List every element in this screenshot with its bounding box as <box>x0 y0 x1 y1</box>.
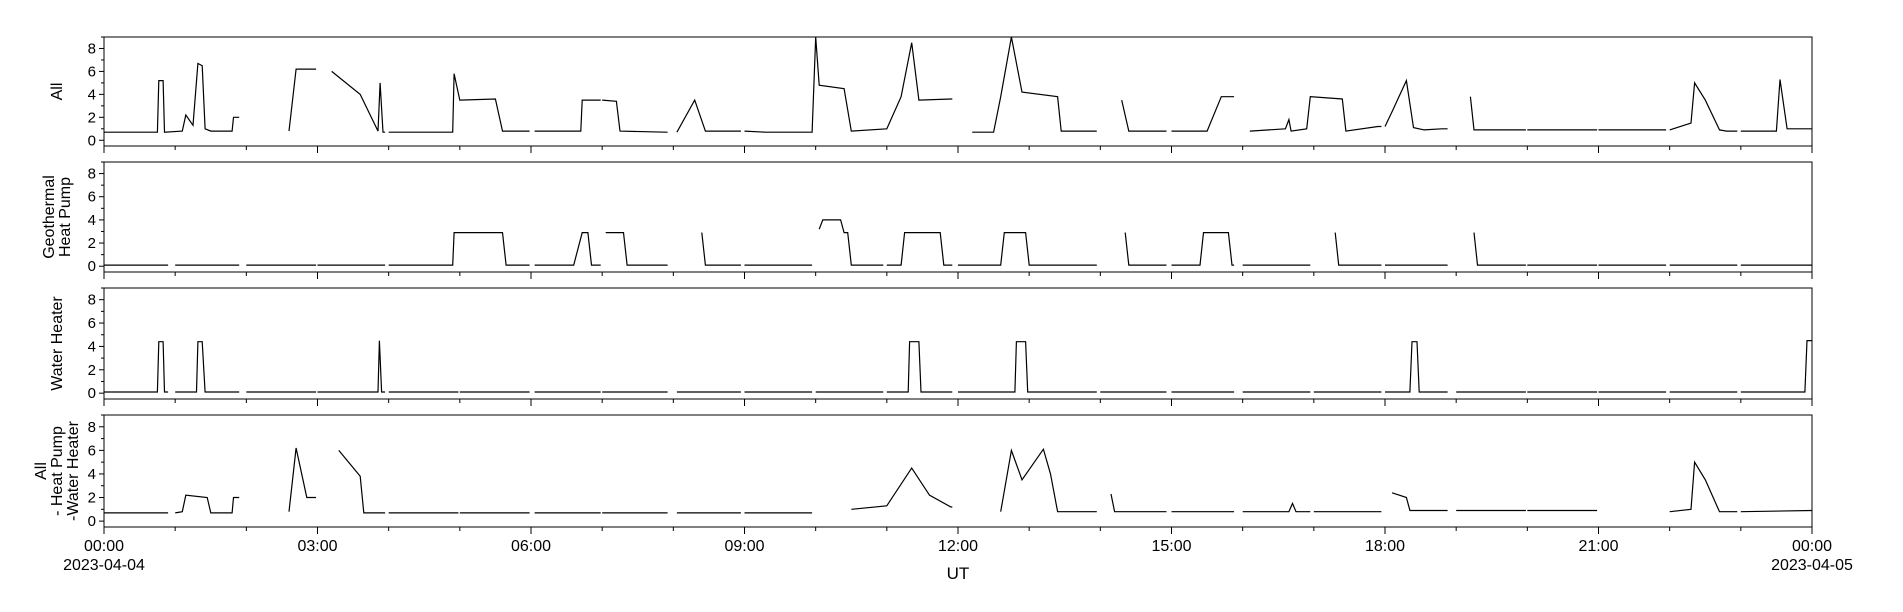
panel-2-series-line <box>104 219 1812 266</box>
x-tick-label: 09:00 <box>724 538 764 555</box>
x-axis-label: UT <box>947 564 970 583</box>
x-tick-label: 18:00 <box>1365 538 1405 555</box>
panel-2-y-tick-label: 0 <box>88 258 96 275</box>
x-tick-label: 12:00 <box>938 538 978 555</box>
panel-2-y-axis-label: Geothermal <box>41 175 58 259</box>
x-tick-label: 00:00 <box>1792 538 1832 555</box>
panel-2-y-tick-label: 8 <box>88 166 96 183</box>
panel-1-y-tick-label: 8 <box>88 40 96 57</box>
panel-3-y-tick-label: 8 <box>88 292 96 309</box>
x-tick-date-label: 2023-04-05 <box>1771 557 1853 574</box>
panel-2-y-tick-label: 4 <box>88 212 96 229</box>
panel-4-y-axis-label: -Water Heater <box>65 420 82 521</box>
panel-3-y-tick-label: 6 <box>88 315 96 332</box>
panel-3-y-tick-label: 2 <box>88 362 96 379</box>
panel-1-y-tick-label: 6 <box>88 63 96 80</box>
x-tick-date-label: 2023-04-04 <box>63 557 145 574</box>
panel-1-series-line <box>104 36 1812 133</box>
panel-3-y-tick-label: 0 <box>88 385 96 402</box>
panel-4-y-tick-label: 2 <box>88 490 96 507</box>
panel-1-y-tick-label: 2 <box>88 109 96 126</box>
panel-1-y-tick-label: 4 <box>88 86 96 103</box>
panel-3-y-axis-label: Water Heater <box>49 296 66 391</box>
x-tick-label: 21:00 <box>1578 538 1618 555</box>
panel-4-y-tick-label: 6 <box>88 442 96 459</box>
panel-3-series-line <box>104 340 1812 393</box>
x-tick-label: 15:00 <box>1151 538 1191 555</box>
x-tick-label: 03:00 <box>297 538 337 555</box>
panel-3-frame <box>103 287 1813 400</box>
panel-4-y-tick-label: 8 <box>88 419 96 436</box>
panel-4-y-tick-label: 0 <box>88 513 96 530</box>
panel-2-y-axis-label: Heat Pump <box>57 177 74 257</box>
panel-2-y-tick-label: 2 <box>88 235 96 252</box>
panel-4-y-axis-label: - Heat Pump <box>49 426 66 516</box>
panel-4-y-tick-label: 4 <box>88 466 96 483</box>
panel-2-frame <box>103 161 1813 273</box>
panel-4-series-line <box>104 447 1813 514</box>
panel-1-y-axis-label: All <box>49 83 66 101</box>
panel-1-y-tick-label: 0 <box>88 132 96 149</box>
panel-4-y-axis-label: All <box>33 462 50 480</box>
panel-2-y-tick-label: 6 <box>88 189 96 206</box>
panel-3-y-tick-label: 4 <box>88 338 96 355</box>
x-tick-label: 06:00 <box>511 538 551 555</box>
x-tick-label: 00:00 <box>84 538 124 555</box>
